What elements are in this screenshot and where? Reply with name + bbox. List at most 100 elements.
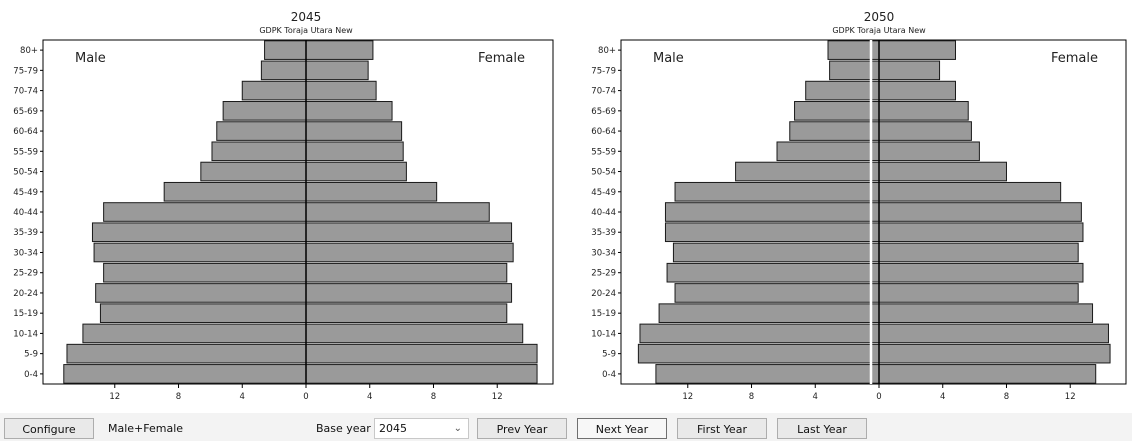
bar-female-55-59 — [305, 141, 404, 162]
bar-female-15-19 — [878, 303, 1094, 323]
bar-female-20-24 — [305, 283, 513, 303]
y-tick-label: 10-14 — [13, 329, 38, 339]
bar-male-10-14 — [639, 323, 880, 344]
bar-female-50-54 — [305, 161, 407, 182]
x-tick-label: 8 — [176, 392, 181, 402]
bar-male-25-29 — [666, 262, 880, 283]
y-tick-label: 15-19 — [591, 309, 616, 319]
bar-male-0-4 — [655, 364, 880, 384]
bar-female-60-64 — [878, 121, 972, 141]
y-tick-label: 45-49 — [591, 188, 616, 198]
bar-female-10-14 — [878, 323, 1109, 344]
x-tick-label: 4 — [367, 392, 372, 402]
bar-female-10-14 — [305, 323, 524, 344]
last-year-button[interactable]: Last Year — [777, 418, 867, 439]
y-tick-label: 60-64 — [13, 127, 38, 137]
y-tick-label: 75-79 — [591, 66, 616, 76]
bar-male-20-24 — [95, 283, 307, 303]
bar-female-80+ — [305, 40, 374, 60]
chevron-down-icon: ⌄ — [453, 423, 462, 434]
bar-male-75-79 — [260, 60, 307, 81]
bar-male-70-74 — [805, 80, 880, 101]
next-year-button[interactable]: Next Year — [577, 418, 667, 439]
base-year-select[interactable]: 2045 ⌄ — [374, 418, 469, 439]
bar-male-20-24 — [674, 283, 880, 303]
x-tick-label: 12 — [1065, 392, 1076, 402]
x-tick-label: 0 — [876, 392, 881, 402]
bar-female-70-74 — [878, 80, 956, 101]
base-year-label: Base year — [316, 422, 371, 435]
bar-male-40-44 — [103, 202, 307, 222]
x-tick-label: 8 — [1004, 392, 1009, 402]
bar-female-0-4 — [305, 364, 538, 384]
bar-male-35-39 — [664, 222, 880, 243]
x-tick-label: 8 — [431, 392, 436, 402]
y-tick-label: 20-24 — [13, 289, 38, 299]
bar-male-55-59 — [211, 141, 307, 162]
bar-female-0-4 — [878, 364, 1097, 384]
x-tick-label: 0 — [303, 392, 308, 402]
population-pyramid-2045: 2045 GDPK Toraja Utara New Male Female 80+ 75… — [13, 10, 554, 402]
y-tick-label: 80+ — [20, 46, 38, 56]
y-tick-label: 35-39 — [591, 228, 616, 238]
bar-male-5-9 — [66, 343, 307, 364]
bar-female-15-19 — [305, 303, 508, 323]
y-tick-label: 50-54 — [13, 168, 38, 178]
bar-male-65-69 — [794, 101, 880, 121]
population-pyramid-2050: 2050 GDPK Toraja Utara New Male Female 80+ 75… — [591, 10, 1127, 402]
chart-title: 2050 — [864, 10, 895, 24]
bar-male-55-59 — [776, 141, 880, 162]
bar-female-60-64 — [305, 121, 403, 141]
female-label: Female — [478, 51, 525, 66]
configure-button[interactable]: Configure — [4, 418, 94, 439]
bar-male-45-49 — [163, 181, 307, 202]
x-tick-label: 4 — [240, 392, 245, 402]
bar-female-65-69 — [878, 101, 969, 121]
y-tick-label: 30-34 — [13, 248, 38, 258]
base-year-value: 2045 — [379, 422, 407, 435]
bar-female-35-39 — [878, 222, 1084, 243]
bar-female-30-34 — [305, 242, 514, 263]
y-tick-label: 65-69 — [13, 107, 38, 117]
chart-subtitle: GDPK Toraja Utara New — [259, 26, 353, 35]
bar-female-45-49 — [878, 181, 1062, 202]
bar-female-80+ — [878, 40, 956, 60]
bar-female-30-34 — [878, 242, 1079, 263]
bar-male-10-14 — [82, 323, 307, 344]
male-label: Male — [75, 51, 106, 66]
y-tick-label: 50-54 — [591, 168, 616, 178]
bar-male-45-49 — [674, 181, 880, 202]
y-tick-label: 30-34 — [591, 248, 616, 258]
y-tick-label: 55-59 — [13, 147, 38, 157]
prev-year-button[interactable]: Prev Year — [477, 418, 567, 439]
x-tick-label: 12 — [682, 392, 693, 402]
y-tick-label: 5-9 — [602, 350, 616, 360]
y-tick-label: 55-59 — [591, 147, 616, 157]
bar-male-70-74 — [241, 80, 307, 101]
female-label: Female — [1051, 51, 1098, 66]
first-year-button[interactable]: First Year — [677, 418, 767, 439]
bar-female-75-79 — [305, 60, 369, 81]
sex-selector[interactable]: Male+Female — [108, 422, 184, 435]
bar-female-55-59 — [878, 141, 980, 162]
bar-female-40-44 — [305, 202, 490, 222]
bar-male-35-39 — [91, 222, 307, 243]
y-tick-label: 10-14 — [591, 329, 616, 339]
chart-subtitle: GDPK Toraja Utara New — [832, 26, 926, 35]
y-tick-label: 80+ — [598, 46, 616, 56]
y-tick-label: 75-79 — [13, 66, 38, 76]
chart-title: 2045 — [291, 10, 322, 24]
x-tick-label: 12 — [109, 392, 120, 402]
bar-male-15-19 — [658, 303, 880, 323]
bar-female-5-9 — [305, 343, 538, 364]
y-tick-label: 20-24 — [591, 289, 616, 299]
y-tick-label: 70-74 — [13, 87, 38, 97]
bar-female-5-9 — [878, 343, 1111, 364]
male-label: Male — [653, 51, 684, 66]
y-tick-label: 40-44 — [591, 208, 616, 218]
y-tick-label: 5-9 — [24, 350, 38, 360]
y-tick-label: 15-19 — [13, 309, 38, 319]
bar-male-30-34 — [93, 242, 307, 263]
bar-female-35-39 — [305, 222, 513, 243]
y-tick-label: 40-44 — [13, 208, 38, 218]
